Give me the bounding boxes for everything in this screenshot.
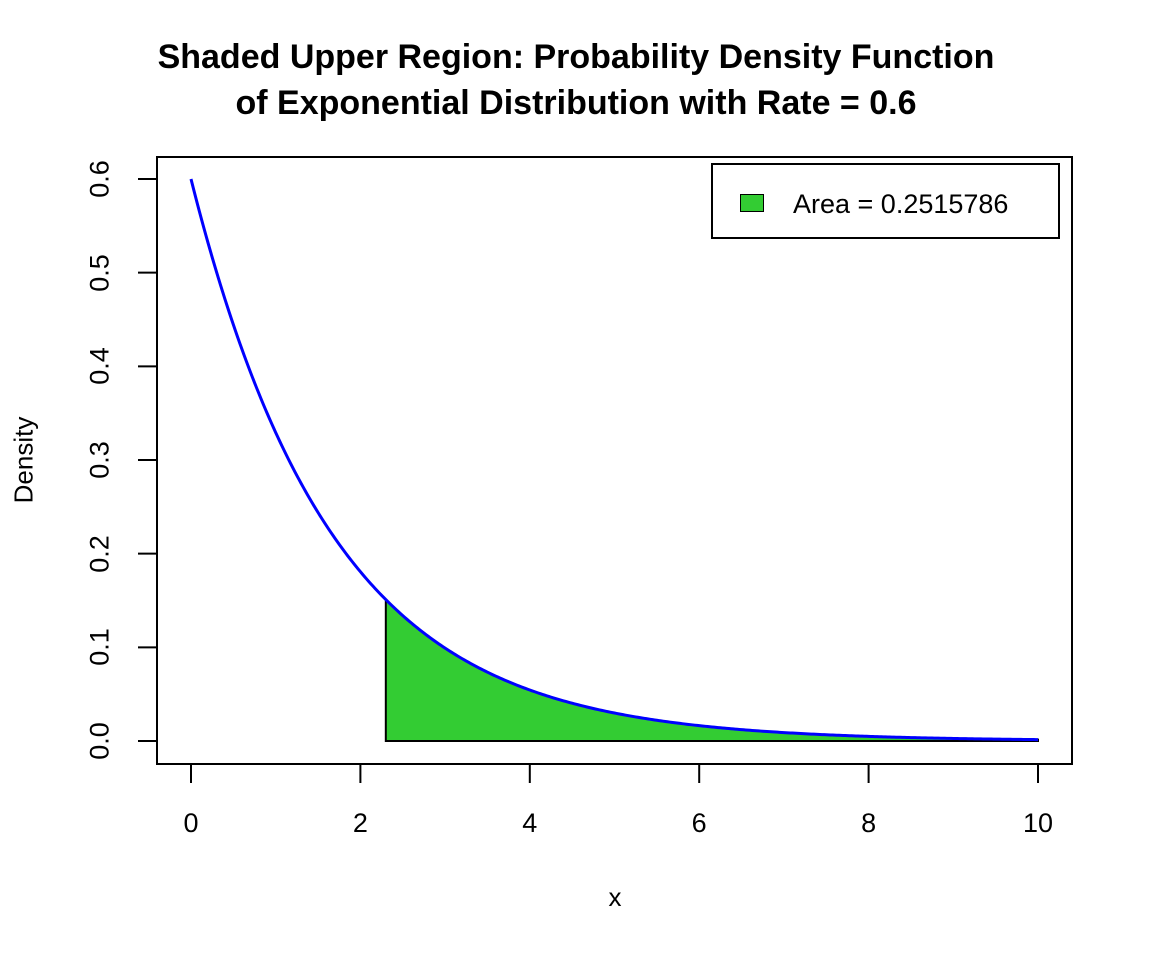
y-tick-label: 0.3: [84, 441, 115, 479]
y-axis-label: Density: [8, 416, 39, 504]
x-tick-label: 10: [1022, 808, 1054, 838]
x-tick-label: 4: [522, 808, 538, 838]
legend: Area = 0.2515786: [711, 163, 1060, 239]
plot-frame: [156, 156, 1073, 765]
y-tick-label: 0.6: [84, 160, 115, 198]
x-tick-label: 6: [691, 808, 707, 838]
y-tick-label: 0.4: [84, 347, 115, 386]
x-axis-label: x: [608, 882, 622, 912]
x-tick-label: 8: [861, 808, 877, 838]
x-tick-label: 2: [352, 808, 368, 838]
legend-swatch: [740, 194, 764, 212]
y-axis-ticks: [138, 178, 157, 742]
legend-label: Area = 0.2515786: [793, 189, 1009, 219]
y-tick-label: 0.0: [84, 722, 115, 760]
x-tick-label: 0: [183, 808, 199, 838]
chart-title-line-2: of Exponential Distribution with Rate = …: [235, 84, 917, 122]
y-tick-label: 0.2: [84, 534, 115, 573]
chart-title-line-1: Shaded Upper Region: Probability Density…: [157, 38, 995, 76]
pdf-curve: [189, 178, 1039, 742]
x-axis-ticks: [190, 763, 1039, 783]
y-tick-label: 0.1: [84, 628, 115, 667]
y-tick-label: 0.5: [84, 253, 115, 292]
